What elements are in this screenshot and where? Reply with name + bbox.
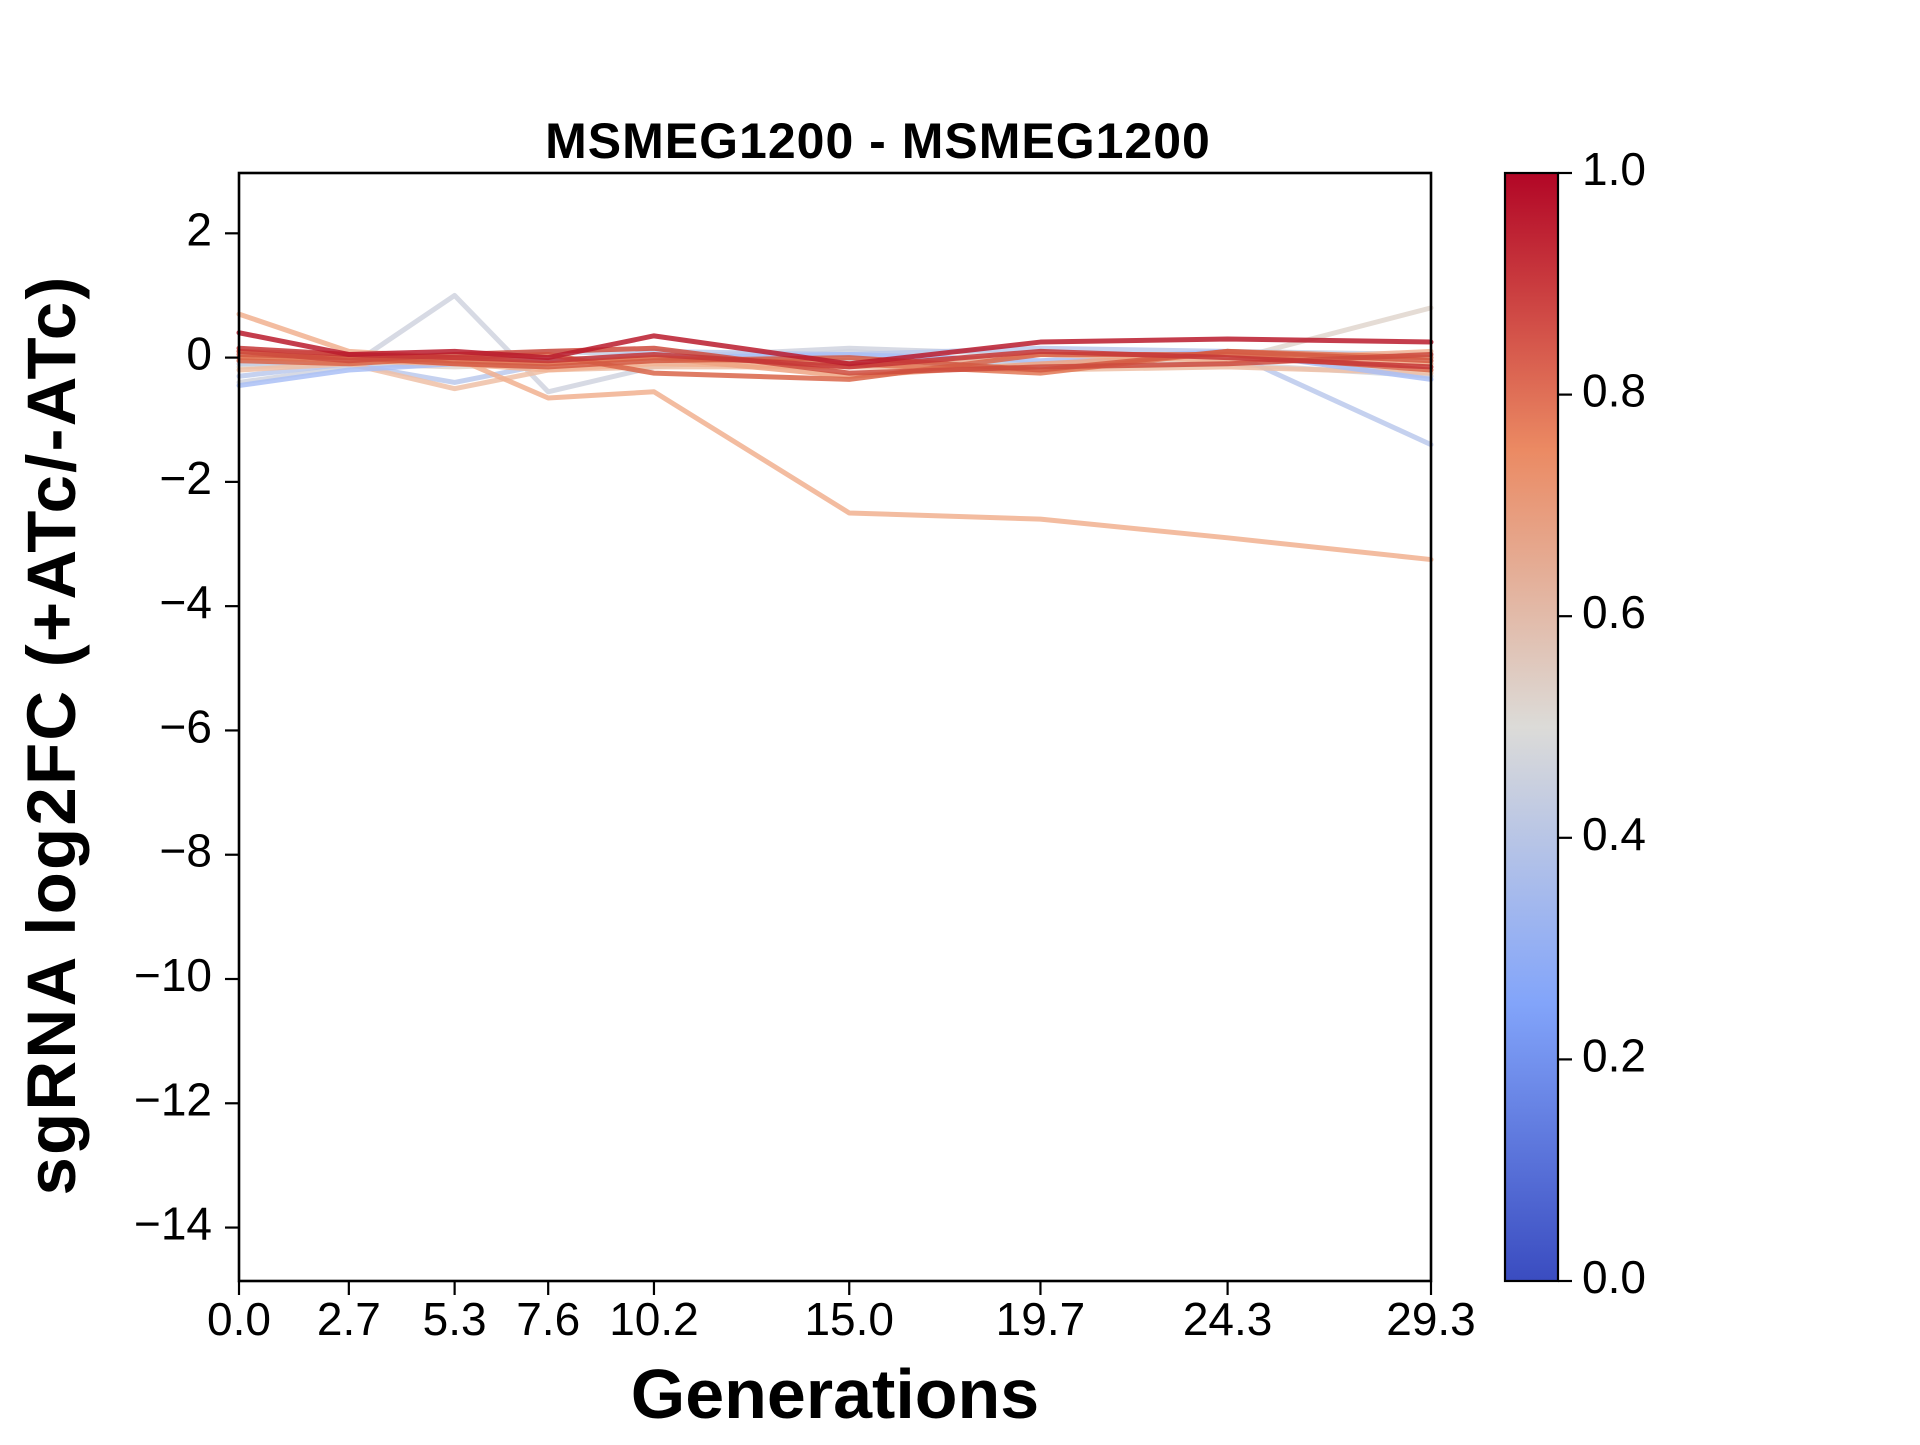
svg-text:−4: −4: [160, 576, 212, 628]
svg-text:0.2: 0.2: [1582, 1029, 1646, 1081]
svg-text:2.7: 2.7: [317, 1293, 381, 1345]
svg-text:5.3: 5.3: [423, 1293, 487, 1345]
svg-text:−2: −2: [160, 452, 212, 504]
svg-text:−12: −12: [134, 1073, 212, 1125]
svg-text:0: 0: [186, 328, 212, 380]
svg-text:Generations: Generations: [631, 1355, 1039, 1433]
svg-text:sgRNA log2FC (+ATc/-ATc): sgRNA log2FC (+ATc/-ATc): [13, 274, 90, 1195]
svg-text:MSMEG1200 - MSMEG1200: MSMEG1200 - MSMEG1200: [545, 113, 1211, 169]
svg-text:15.0: 15.0: [804, 1293, 894, 1345]
svg-text:10.2: 10.2: [609, 1293, 699, 1345]
svg-text:0.8: 0.8: [1582, 365, 1646, 417]
svg-text:0.0: 0.0: [1582, 1251, 1646, 1303]
svg-text:24.3: 24.3: [1183, 1293, 1273, 1345]
svg-text:−8: −8: [160, 825, 212, 877]
svg-text:0.4: 0.4: [1582, 808, 1646, 860]
svg-text:19.7: 19.7: [996, 1293, 1086, 1345]
svg-text:29.3: 29.3: [1386, 1293, 1476, 1345]
svg-text:2: 2: [186, 203, 212, 255]
svg-text:−14: −14: [134, 1198, 212, 1250]
svg-text:−10: −10: [134, 949, 212, 1001]
svg-text:−6: −6: [160, 700, 212, 752]
svg-text:7.6: 7.6: [516, 1293, 580, 1345]
svg-text:0.6: 0.6: [1582, 586, 1646, 638]
svg-text:0.0: 0.0: [207, 1293, 271, 1345]
svg-text:1.0: 1.0: [1582, 143, 1646, 195]
